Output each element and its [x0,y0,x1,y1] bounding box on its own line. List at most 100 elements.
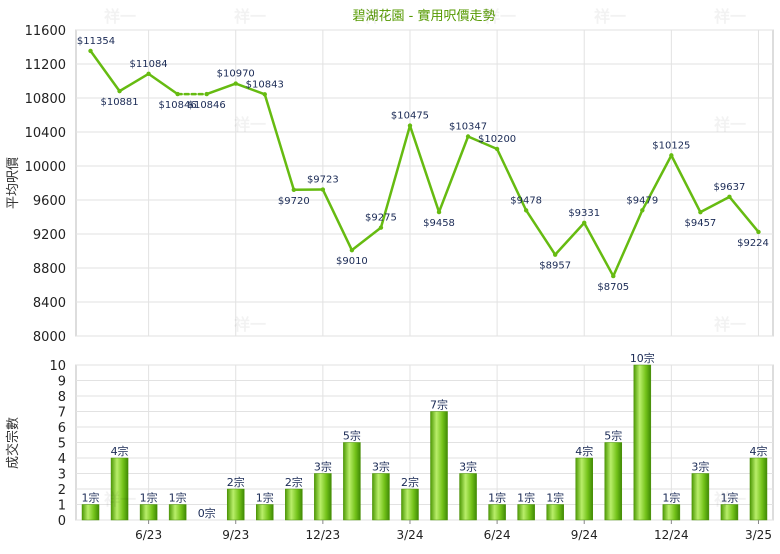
volume-y-tick-label: 10 [49,359,66,374]
price-point [640,208,644,212]
volume-bar [634,365,651,520]
volume-data-label: 3宗 [314,460,332,474]
volume-y-tick-label: 6 [58,421,66,436]
price-point [437,210,441,214]
price-y-tick-label: 8000 [33,330,66,345]
price-data-label: $9331 [568,208,600,219]
price-data-label: $9010 [336,256,368,267]
watermark-text: 祥一 [104,490,136,509]
price-data-label: $10200 [478,134,516,145]
volume-y-tick-label: 8 [58,390,66,405]
watermark-text: 祥一 [714,115,746,134]
watermark-text: 祥一 [234,7,266,26]
x-tick-label: 12/23 [306,528,341,542]
price-point [727,195,731,199]
price-y-tick-label: 8800 [33,262,66,277]
price-point [204,92,208,96]
volume-y-tick-label: 4 [58,452,66,467]
price-data-label: $10843 [246,79,284,90]
volume-bar [140,505,157,521]
volume-data-label: 3宗 [459,460,477,474]
x-tick-label: 3/25 [745,528,772,542]
volume-data-label: 1宗 [169,491,187,505]
price-point [263,92,267,96]
watermark-text: 祥一 [234,115,266,134]
price-point [466,134,470,138]
price-data-label: $10881 [100,97,138,108]
volume-y-tick-label: 7 [58,406,66,421]
price-point [408,123,412,127]
volume-data-label: 2宗 [227,475,245,489]
watermark-text: 祥一 [594,7,626,26]
price-data-label: $10475 [391,111,429,122]
volume-bar [111,458,128,520]
price-point [756,230,760,234]
price-data-label: $9723 [307,175,339,186]
volume-bar [576,458,593,520]
price-data-label: $11354 [77,36,115,47]
volume-data-label: 2宗 [285,475,303,489]
watermark-text: 祥一 [714,315,746,334]
price-data-label: $10125 [652,140,690,151]
volume-bar [692,474,709,521]
price-point [321,187,325,191]
volume-data-label: 5宗 [604,429,622,443]
volume-data-label: 1宗 [517,491,535,505]
price-data-label: $10846 [188,100,226,111]
price-data-label: $10970 [217,69,255,80]
volume-y-axis-label: 成交宗數 [5,417,21,469]
volume-data-label: 1宗 [256,491,274,505]
volume-bar [605,443,622,521]
volume-data-label: 1宗 [488,491,506,505]
volume-bar [489,505,506,521]
volume-bar [750,458,767,520]
volume-y-tick-label: 1 [58,499,66,514]
price-y-ticks: 8000840088009200960010000104001080011200… [25,24,66,345]
price-y-tick-label: 9600 [33,194,66,209]
x-tick-label: 6/23 [135,528,162,542]
price-point [350,248,354,252]
volume-data-label: 2宗 [401,475,419,489]
volume-y-tick-label: 2 [58,483,66,498]
volume-y-tick-label: 0 [58,514,66,529]
volume-data-label: 4宗 [575,444,593,458]
volume-bar [663,505,680,521]
price-y-tick-label: 10000 [25,160,66,175]
price-point [146,72,150,76]
price-data-label: $9457 [684,218,716,229]
volume-data-label: 4宗 [749,444,767,458]
price-y-tick-label: 11600 [25,24,66,39]
watermark-text: 祥一 [234,315,266,334]
price-data-label: $8705 [597,282,629,293]
price-point [234,81,238,85]
volume-data-label: 1宗 [82,491,100,505]
volume-y-tick-label: 3 [58,468,66,483]
volume-y-tick-label: 5 [58,437,66,452]
price-y-tick-label: 11200 [25,58,66,73]
price-y-tick-label: 10400 [25,126,66,141]
volume-bar [169,505,186,521]
price-point [379,225,383,229]
price-data-label: $9275 [365,213,397,224]
watermark-text: 祥一 [364,7,396,26]
price-data-label: $10347 [449,122,487,133]
price-point [698,210,702,214]
price-y-axis-label: 平均呎價 [6,157,21,209]
price-y-tick-label: 8400 [33,296,66,311]
volume-data-label: 10宗 [630,351,655,365]
price-data-label: $9478 [510,195,542,206]
volume-bar [518,505,535,521]
price-y-tick-label: 10800 [25,92,66,107]
volume-data-label: 3宗 [372,460,390,474]
volume-bar [401,489,418,520]
price-point [611,274,615,278]
price-data-label: $9637 [714,182,746,193]
x-tick-label: 3/24 [397,528,424,542]
price-point [175,92,179,96]
price-point [553,252,557,256]
price-point [88,49,92,53]
